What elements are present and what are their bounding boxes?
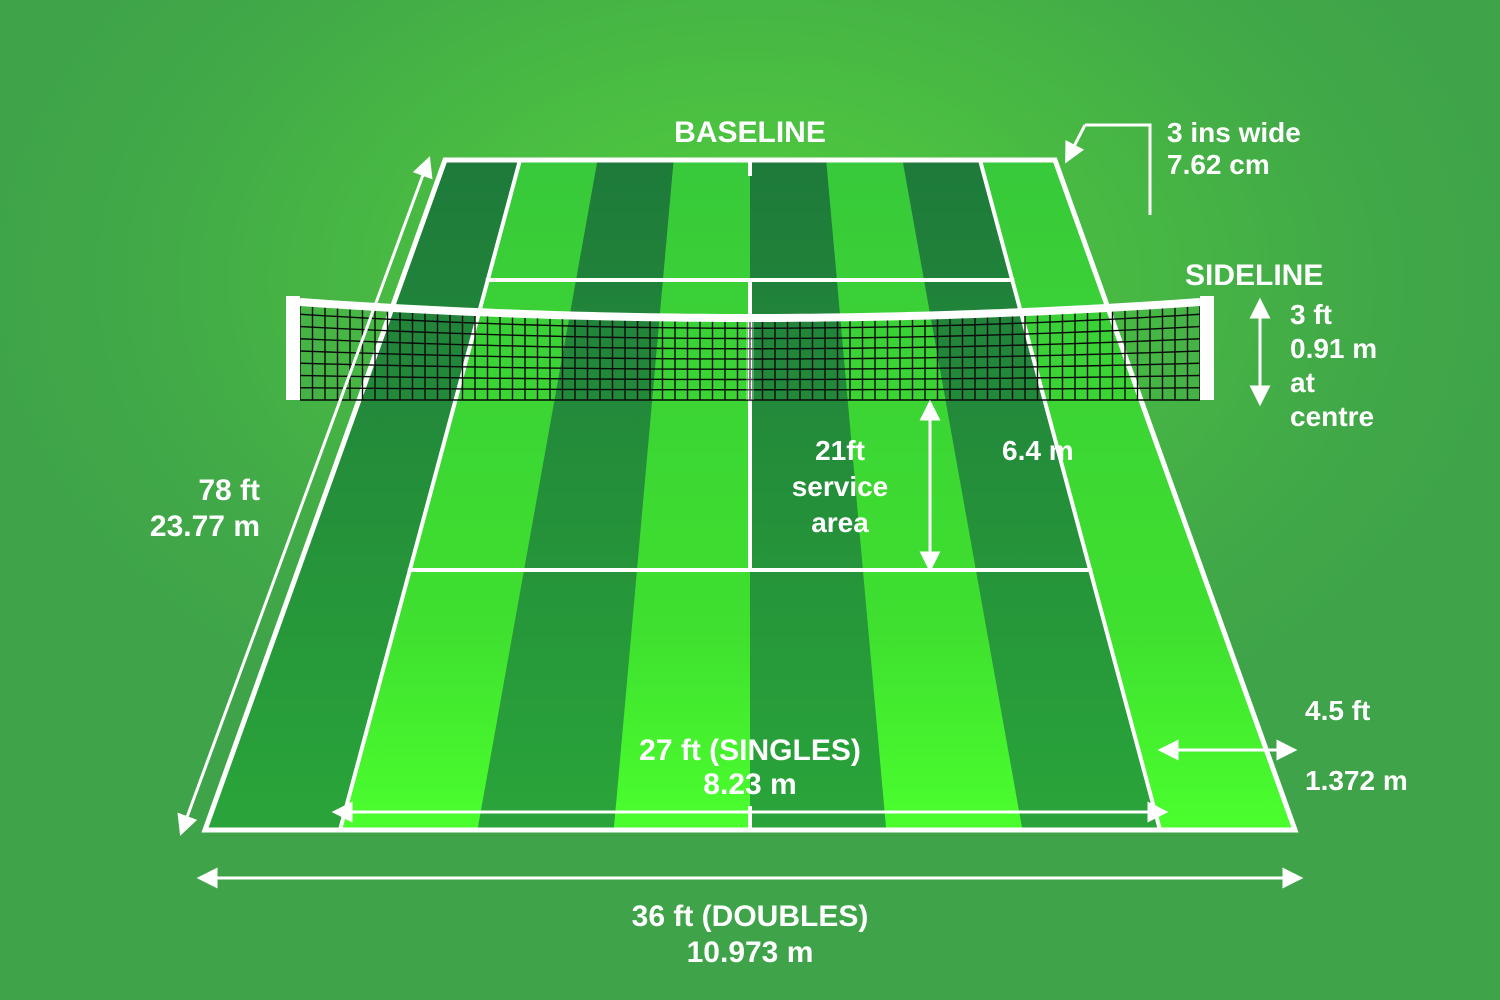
label-linewidth-m: 7.62 cm [1167, 149, 1270, 180]
label-singles-ft: 27 ft (SINGLES) [639, 734, 861, 767]
label-net-ft: 3 ft [1290, 299, 1332, 330]
label-linewidth-ft: 3 ins wide [1167, 117, 1301, 148]
label-alley-ft: 4.5 ft [1305, 695, 1370, 726]
label-net-centre: centre [1290, 401, 1374, 432]
label-baseline: BASELINE [674, 116, 826, 149]
label-net-m: 0.91 m [1290, 333, 1377, 364]
label-service-word1: service [792, 471, 889, 502]
label-service-word2: area [811, 507, 869, 538]
label-singles-m: 8.23 m [703, 768, 796, 801]
label-length-m: 23.77 m [150, 510, 260, 543]
net-centre-strap [746, 322, 754, 400]
label-doubles-m: 10.973 m [687, 936, 814, 969]
label-service-m: 6.4 m [1002, 435, 1074, 466]
label-alley-m: 1.372 m [1305, 765, 1408, 796]
label-sideline: SIDELINE [1185, 259, 1323, 292]
label-length-ft: 78 ft [198, 474, 260, 507]
label-doubles-ft: 36 ft (DOUBLES) [632, 900, 869, 933]
net-post-right [1200, 296, 1214, 400]
label-net-at: at [1290, 367, 1315, 398]
label-service-ft: 21ft [815, 435, 865, 466]
net-post-left [286, 296, 300, 400]
